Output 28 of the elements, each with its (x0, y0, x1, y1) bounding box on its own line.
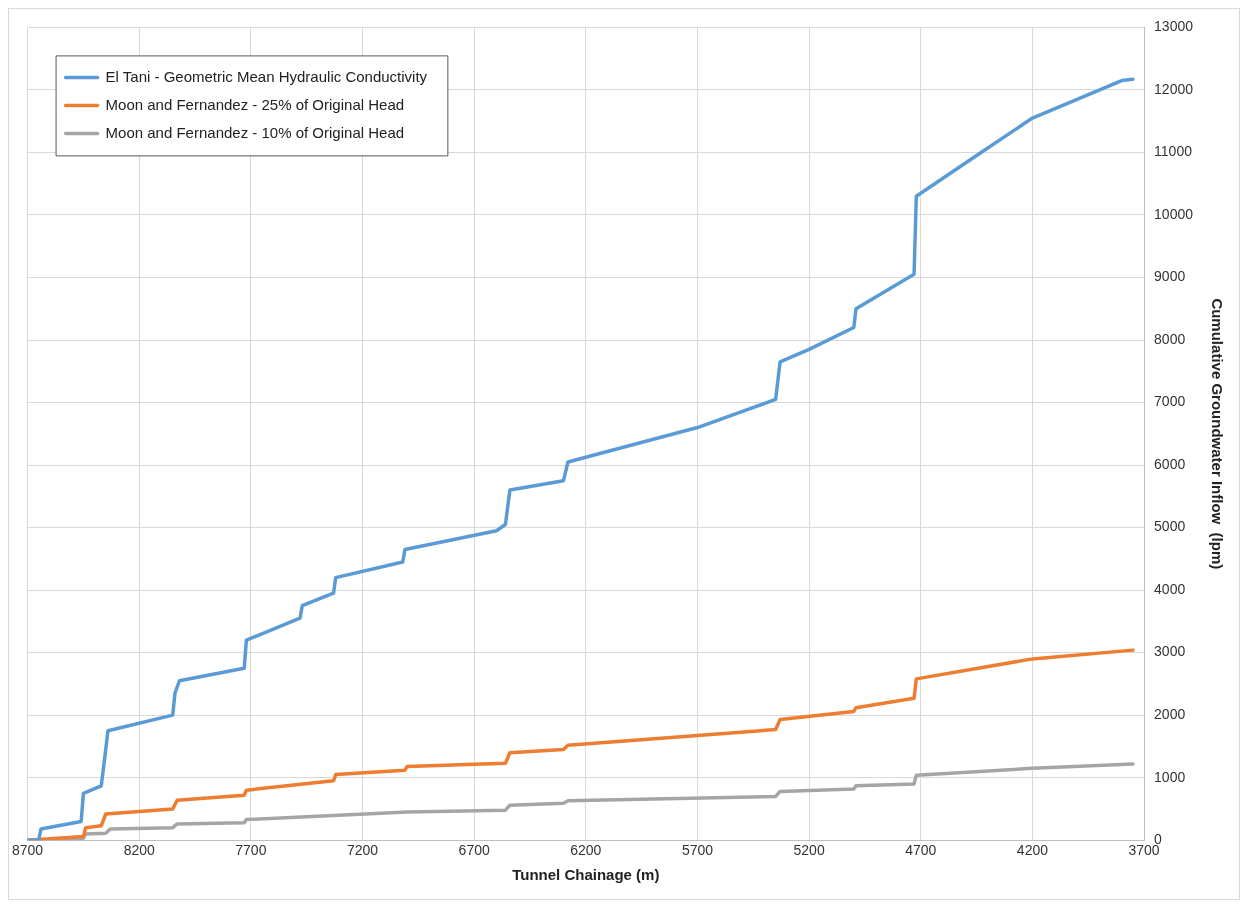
x-tick-label: 7200 (346, 842, 379, 859)
y-tick-label: 10000 (1154, 205, 1194, 222)
x-tick-label: 5700 (681, 842, 714, 859)
x-tick-label: 8200 (123, 842, 155, 859)
y-tick-label: 5000 (1154, 518, 1186, 535)
x-tick-label: 8700 (11, 842, 44, 859)
x-tick-label: 5200 (793, 842, 825, 859)
y-axis-title: Cumulative Groundwater Inflow (lpm) (1208, 298, 1226, 570)
y-tick-label: 12000 (1154, 80, 1194, 97)
x-tick-label: 6200 (570, 842, 602, 859)
x-tick-label: 7700 (235, 842, 267, 859)
y-tick-label: 2000 (1154, 706, 1186, 723)
legend-label: Moon and Fernandez - 25% of Original Head (105, 95, 405, 113)
legend-label: El Tani - Geometric Mean Hydraulic Conductivity (105, 67, 428, 85)
x-tick-label: 4700 (905, 842, 937, 859)
y-tick-label: 1000 (1154, 768, 1186, 785)
y-tick-label: 6000 (1154, 455, 1186, 472)
y-tick-label: 7000 (1154, 393, 1186, 410)
y-tick-label: 4000 (1154, 580, 1186, 597)
legend-label: Moon and Fernandez - 10% of Original Head (105, 123, 405, 141)
y-tick-label: 8000 (1154, 330, 1186, 347)
x-axis-title: Tunnel Chainage (m) (512, 866, 660, 884)
y-tick-label: 9000 (1154, 268, 1186, 285)
x-tick-label: 6700 (458, 842, 490, 859)
x-tick-label: 4200 (1016, 842, 1049, 859)
y-tick-label: 13000 (1154, 18, 1194, 35)
y-tick-label: 3000 (1154, 643, 1186, 660)
y-tick-label: 11000 (1154, 143, 1193, 160)
